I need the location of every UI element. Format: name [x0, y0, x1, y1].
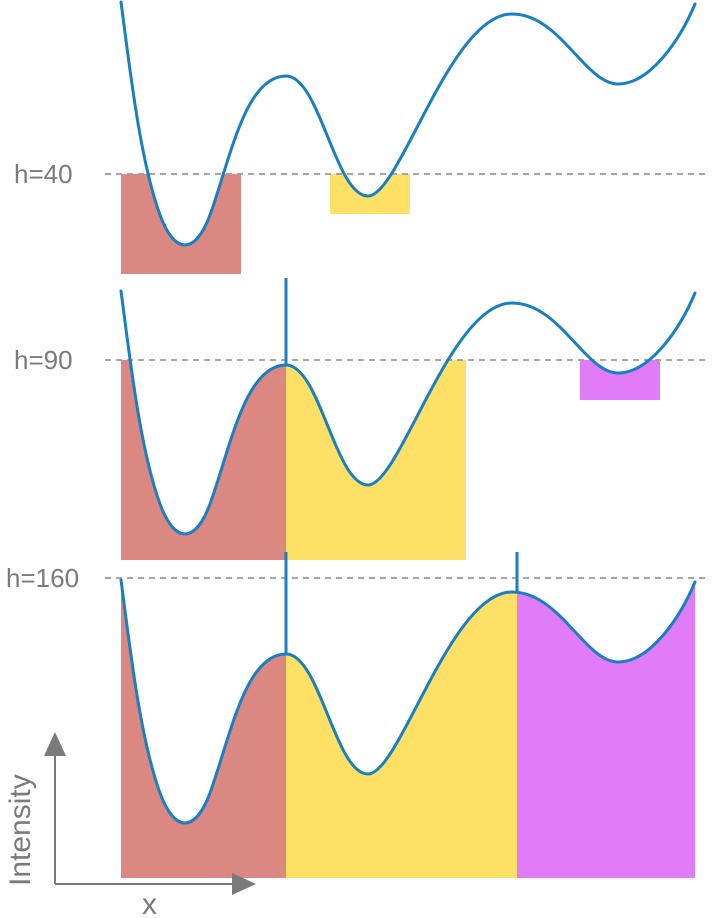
basin-3-fill: [517, 580, 695, 878]
x-axis-arrow-icon: [232, 873, 256, 895]
panel-h160: h=160: [6, 552, 710, 878]
level-label: h=160: [6, 563, 79, 593]
basin-2-fill: [330, 174, 410, 214]
basin-1-fill: [121, 360, 286, 560]
level-label: h=90: [14, 345, 73, 375]
panel-h90: h=90: [14, 278, 710, 560]
y-axis-label: Intensity: [4, 774, 37, 886]
y-axis-arrow-icon: [44, 732, 66, 756]
basin-1-fill: [121, 174, 241, 274]
basin-3-fill: [580, 360, 660, 400]
axes: Intensity x: [4, 732, 256, 918]
basin-1-fill: [121, 580, 286, 878]
basin-2-fill: [286, 580, 517, 878]
level-label: h=40: [14, 159, 73, 189]
panel-h40: h=40: [14, 0, 710, 274]
x-axis-label: x: [142, 888, 157, 918]
